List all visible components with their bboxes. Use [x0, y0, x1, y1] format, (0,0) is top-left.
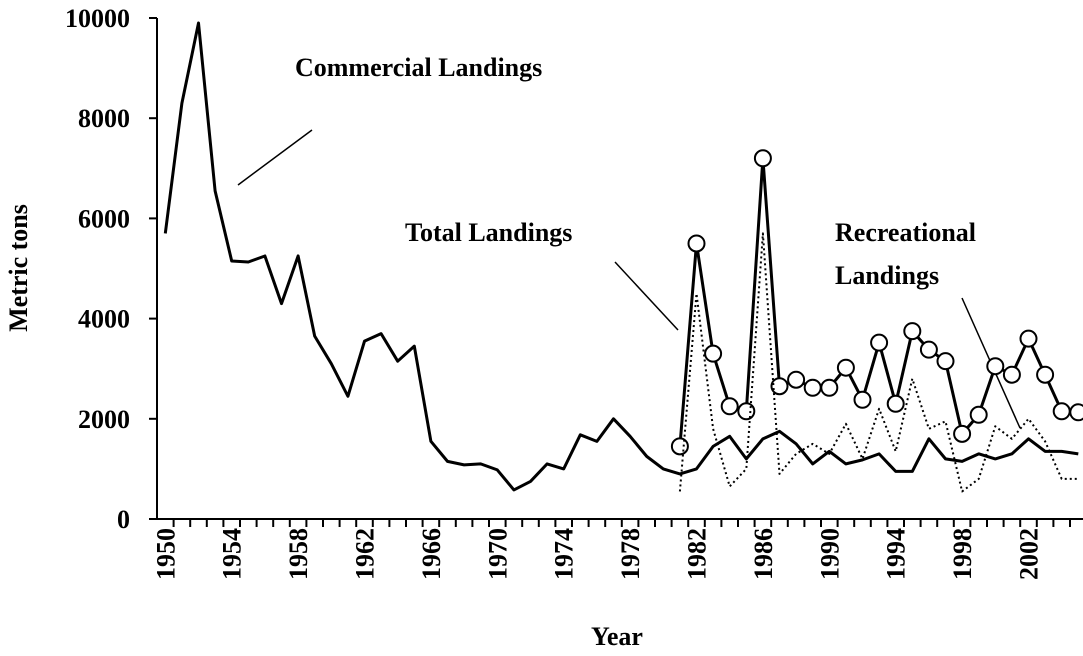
y-tick-label: 10000: [65, 4, 130, 33]
leader-line: [237, 129, 313, 186]
series-line: [678, 156, 1079, 447]
x-axis-label: Year: [591, 622, 643, 651]
x-tick-label: 1970: [483, 528, 512, 580]
annotation: Landings: [835, 261, 939, 290]
annotation: Commercial Landings: [295, 53, 542, 82]
data-point: [687, 234, 706, 253]
data-point: [803, 378, 822, 397]
x-tick-label: 1950: [151, 528, 180, 580]
series-line: [678, 232, 1079, 493]
data-point: [704, 344, 723, 363]
data-point: [1069, 403, 1083, 422]
data-point: [969, 405, 988, 424]
annotation: Recreational: [835, 218, 976, 247]
data-point: [836, 358, 855, 377]
x-tick-label: 1954: [218, 528, 247, 580]
data-point: [770, 377, 789, 396]
y-tick-label: 4000: [78, 305, 130, 334]
data-point: [1052, 402, 1071, 421]
x-tick-label: 1986: [749, 528, 778, 580]
x-tick-label: 1982: [683, 528, 712, 580]
data-point: [753, 149, 772, 168]
y-tick-label: 6000: [78, 204, 130, 233]
data-point: [737, 402, 756, 421]
data-point: [787, 370, 806, 389]
x-tick-label: 1974: [550, 528, 579, 580]
x-tick-label: 1958: [284, 528, 313, 580]
y-tick-label: 2000: [78, 405, 130, 434]
y-axis-label: Metric tons: [4, 204, 33, 332]
data-point: [853, 390, 872, 409]
data-point: [1002, 365, 1021, 384]
data-point: [936, 352, 955, 371]
x-tick-label: 1962: [351, 528, 380, 580]
x-tick-label: 1994: [882, 528, 911, 580]
data-point: [1019, 329, 1038, 348]
data-point: [953, 424, 972, 443]
data-point: [820, 378, 839, 397]
x-tick-label: 2002: [1015, 528, 1044, 580]
data-point: [670, 437, 689, 456]
data-point: [903, 322, 922, 341]
data-point: [1036, 365, 1055, 384]
y-tick-label: 8000: [78, 104, 130, 133]
data-point: [886, 394, 905, 413]
data-point: [720, 397, 739, 416]
data-point: [870, 333, 889, 352]
x-tick-label: 1990: [815, 528, 844, 580]
x-tick-label: 1978: [616, 528, 645, 580]
series-line: [163, 21, 1079, 492]
y-tick-label: 0: [117, 505, 130, 534]
leader-line: [614, 261, 679, 331]
data-point: [919, 340, 938, 359]
annotation: Total Landings: [405, 218, 572, 247]
data-point: [986, 357, 1005, 376]
x-tick-label: 1966: [417, 528, 446, 580]
x-tick-label: 1998: [948, 528, 977, 580]
